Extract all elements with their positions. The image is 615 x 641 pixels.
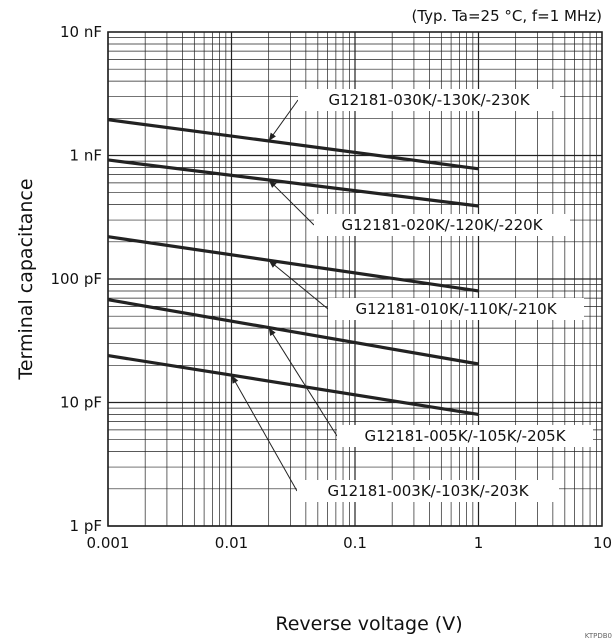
series-label-box-4 — [337, 425, 593, 447]
label-leaders — [231, 99, 338, 492]
label-leader-3 — [268, 259, 329, 310]
series-label-3: G12181-010K/-110K/-210K — [355, 300, 557, 318]
label-leader-1 — [268, 99, 299, 142]
series-label-box-2 — [314, 214, 570, 236]
series-label-1: G12181-030K/-130K/-230K — [328, 91, 530, 109]
y-tick-label: 10 nF — [60, 23, 102, 41]
series-label-box-1 — [298, 89, 560, 111]
series-line-5 — [107, 353, 479, 417]
series-line-4 — [107, 298, 479, 366]
series-line-2 — [107, 158, 479, 208]
series-label-5: G12181-003K/-103K/-203K — [327, 482, 529, 500]
y-tick-label: 1 pF — [70, 517, 102, 535]
series-label-box-3 — [328, 298, 584, 320]
series-line-3 — [107, 235, 479, 293]
series-lines — [107, 118, 479, 417]
series-label-4: G12181-005K/-105K/-205K — [364, 427, 566, 445]
x-tick-label: 0.01 — [215, 534, 248, 552]
y-axis-title: Terminal capacitance — [15, 178, 37, 380]
y-tick-label: 100 pF — [50, 270, 102, 288]
x-tick-label: 10 — [593, 534, 612, 552]
y-tick-labels: 1 pF 10 pF 100 pF 1 nF 10 nF — [50, 23, 102, 535]
y-tick-label: 10 pF — [60, 394, 102, 412]
label-leader-arrow-2 — [268, 179, 277, 188]
x-axis-title: Reverse voltage (V) — [275, 613, 462, 635]
x-tick-label: 1 — [474, 534, 484, 552]
y-tick-label: 1 nF — [70, 147, 102, 165]
label-leader-2 — [268, 179, 315, 226]
label-leader-arrow-3 — [268, 260, 277, 268]
label-leader-arrow-4 — [268, 327, 276, 337]
figure-code: KTPDB0 — [585, 632, 612, 640]
label-leader-arrow-1 — [268, 132, 276, 141]
label-leader-5 — [231, 374, 298, 492]
x-tick-label: 0.001 — [87, 534, 130, 552]
series-labels: G12181-030K/-130K/-230K G12181-020K/-120K… — [297, 89, 593, 502]
label-leader-4 — [268, 327, 338, 437]
chart-subtitle: (Typ. Ta=25 °C, f=1 MHz) — [411, 7, 602, 25]
x-tick-labels: 0.001 0.01 0.1 1 10 — [87, 534, 612, 552]
plot-frame — [107, 31, 603, 527]
series-label-2: G12181-020K/-120K/-220K — [341, 216, 543, 234]
x-tick-label: 0.1 — [343, 534, 367, 552]
label-leader-arrow-5 — [231, 375, 239, 384]
series-line-1 — [107, 118, 479, 171]
series-label-box-5 — [297, 480, 559, 502]
